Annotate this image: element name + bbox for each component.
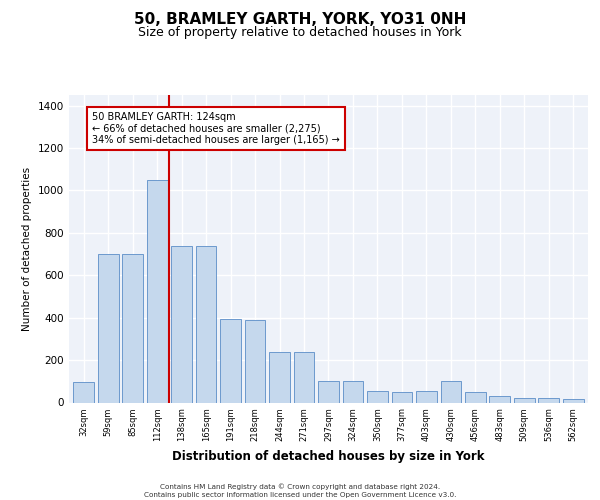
Text: Size of property relative to detached houses in York: Size of property relative to detached ho… xyxy=(138,26,462,39)
Bar xyxy=(73,382,94,402)
Text: Contains HM Land Registry data © Crown copyright and database right 2024.
Contai: Contains HM Land Registry data © Crown c… xyxy=(144,484,456,498)
Text: 50, BRAMLEY GARTH, YORK, YO31 0NH: 50, BRAMLEY GARTH, YORK, YO31 0NH xyxy=(134,12,466,28)
X-axis label: Distribution of detached houses by size in York: Distribution of detached houses by size … xyxy=(172,450,485,462)
Bar xyxy=(318,382,339,402)
Bar xyxy=(122,254,143,402)
Bar xyxy=(490,396,510,402)
Bar xyxy=(538,398,559,402)
Bar xyxy=(440,382,461,402)
Bar xyxy=(465,392,486,402)
Bar xyxy=(269,352,290,403)
Bar xyxy=(514,398,535,402)
Bar xyxy=(196,246,217,402)
Bar xyxy=(147,180,167,402)
Text: 50 BRAMLEY GARTH: 124sqm
← 66% of detached houses are smaller (2,275)
34% of sem: 50 BRAMLEY GARTH: 124sqm ← 66% of detach… xyxy=(92,112,340,145)
Bar xyxy=(416,391,437,402)
Bar xyxy=(245,320,265,402)
Bar xyxy=(98,254,119,402)
Bar xyxy=(563,400,584,402)
Bar xyxy=(392,392,412,402)
Bar xyxy=(343,382,364,402)
Y-axis label: Number of detached properties: Number of detached properties xyxy=(22,166,32,331)
Bar xyxy=(220,318,241,402)
Bar xyxy=(171,246,192,402)
Bar xyxy=(367,391,388,402)
Bar xyxy=(293,352,314,403)
